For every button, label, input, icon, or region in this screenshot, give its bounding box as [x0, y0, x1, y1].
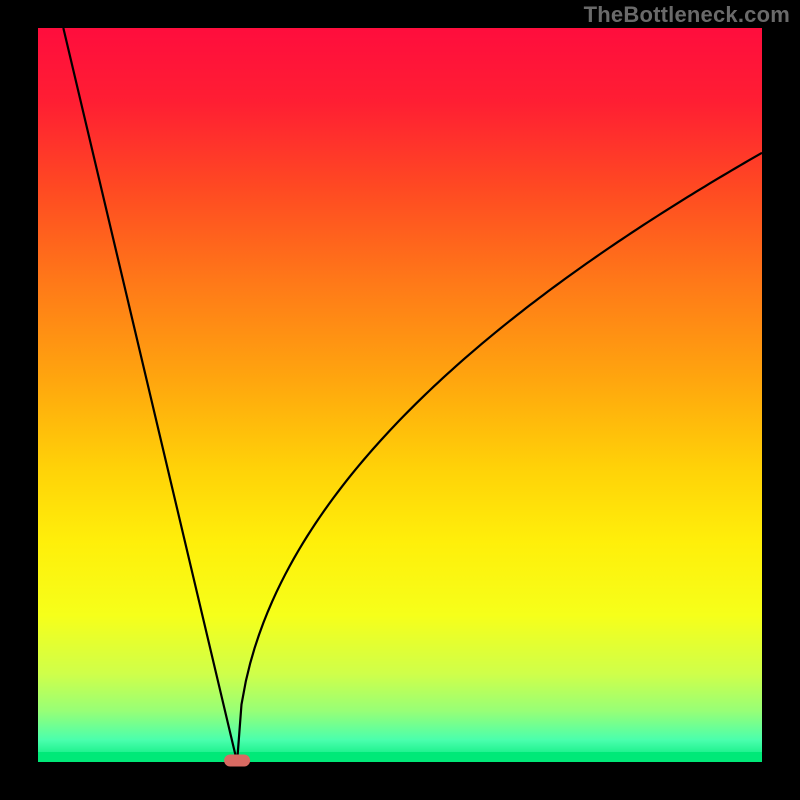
watermark-text: TheBottleneck.com [584, 2, 790, 28]
chart-svg [0, 0, 800, 800]
chart-stage: TheBottleneck.com [0, 0, 800, 800]
gradient-plot-area [38, 28, 762, 762]
bottom-green-band [38, 752, 762, 762]
notch-marker [224, 755, 250, 767]
